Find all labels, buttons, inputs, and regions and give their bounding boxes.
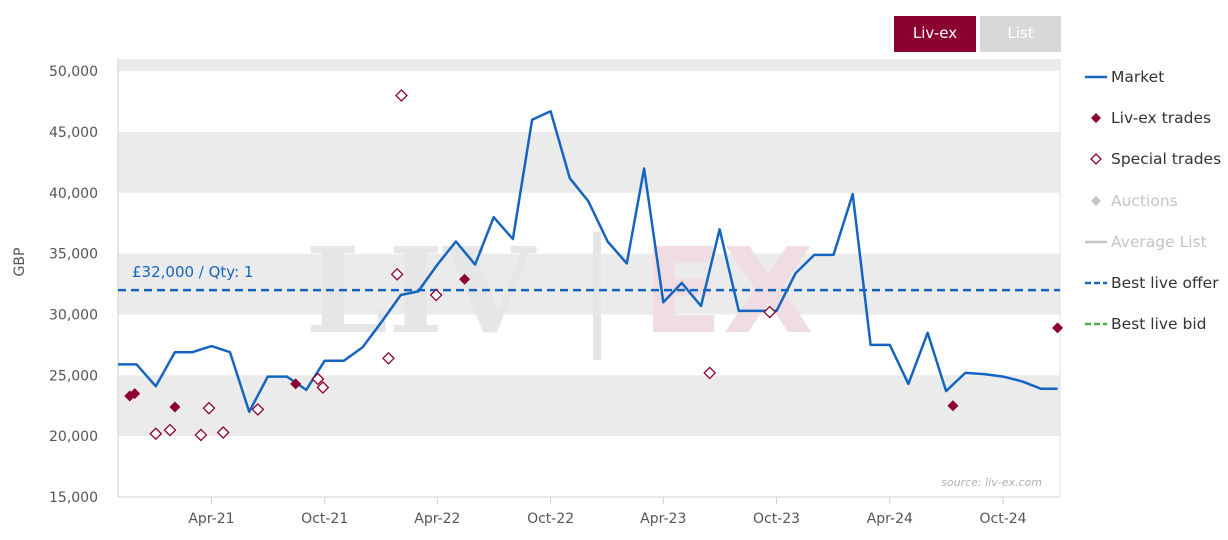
legend-symbol-icon <box>1084 316 1108 332</box>
liv-ex-trade-marker <box>129 388 141 400</box>
legend-symbol-icon <box>1084 110 1108 126</box>
liv-ex-trade-marker <box>290 378 302 390</box>
special-trade-marker <box>429 288 443 302</box>
special-trade-marker <box>202 401 216 415</box>
special-trade-marker <box>316 381 330 394</box>
liv-ex-toggle-button[interactable]: Liv-ex <box>894 16 976 52</box>
source-label: source: liv-ex.com <box>941 476 1042 489</box>
special-trade-marker <box>311 372 325 386</box>
market-series <box>118 110 1058 414</box>
liv-ex-trades-series <box>124 273 1064 413</box>
y-tick-label: 20,000 <box>49 429 98 445</box>
plot-band <box>118 59 1060 72</box>
legend-label: Best live bid <box>1111 315 1207 334</box>
legend-symbol-icon <box>1084 151 1108 167</box>
special-trade-marker <box>216 426 230 439</box>
special-trade-marker <box>382 351 395 365</box>
chart-legend: Market Liv-ex trades Special trades Auction… <box>1084 56 1228 345</box>
watermark-divider <box>593 232 601 360</box>
special-trade-marker <box>163 423 177 437</box>
liv-ex-trade-marker <box>169 401 181 413</box>
y-tick-label: 15,000 <box>49 490 98 506</box>
special-trade-marker <box>251 402 265 416</box>
legend-label: Liv-ex trades <box>1111 108 1212 127</box>
plot-band <box>118 436 1060 497</box>
legend-symbol-icon <box>1084 275 1108 291</box>
y-tick-label: 35,000 <box>49 247 98 263</box>
plot-band <box>118 71 1060 132</box>
liv-ex-trade-marker <box>947 400 959 412</box>
legend-item-market[interactable]: Market <box>1084 56 1228 97</box>
list-toggle-button[interactable]: List <box>980 16 1061 52</box>
legend-label: Market <box>1111 67 1165 86</box>
x-tick-label: Oct-22 <box>527 511 574 527</box>
x-tick-labels: Apr-21 Oct-21 Apr-22 Oct-22 Apr-23 Oct-23 Apr-… <box>188 497 1027 527</box>
y-tick-label: 25,000 <box>49 368 98 384</box>
plot-band <box>118 253 1060 315</box>
liv-ex-trade-marker <box>459 273 471 285</box>
liv-ex-trade-marker <box>1052 322 1064 334</box>
legend-item-liv-ex-trades[interactable]: Liv-ex trades <box>1084 97 1228 138</box>
special-trade-marker <box>395 89 408 102</box>
legend-open-diamond-icon <box>1090 153 1102 166</box>
best-live-offer-label: £32,000 / Qty: 1 <box>132 263 253 281</box>
x-tick-label: Apr-22 <box>414 511 460 527</box>
plot-band <box>118 375 1060 437</box>
special-trade-marker <box>390 267 404 281</box>
y-tick-label: 30,000 <box>49 308 98 324</box>
legend-item-best-live-offer[interactable]: Best live offer <box>1084 262 1228 303</box>
legend-item-auctions[interactable]: Auctions <box>1084 180 1228 221</box>
legend-symbol-icon <box>1084 234 1108 250</box>
y-tick-labels: 15,000 20,000 25,000 30,000 35,000 40,000 45,0… <box>49 64 98 506</box>
special-trade-marker <box>703 366 717 380</box>
legend-item-special-trades[interactable]: Special trades <box>1084 139 1228 180</box>
plot-band <box>118 314 1060 376</box>
y-tick-label: 50,000 <box>49 64 98 80</box>
special-trades-series <box>149 89 777 442</box>
legend-label: Best live offer <box>1111 274 1219 293</box>
y-tick-label: 45,000 <box>49 125 98 141</box>
legend-diamond-icon <box>1091 195 1101 206</box>
x-tick-label: Apr-21 <box>188 511 234 527</box>
legend-label: Auctions <box>1111 191 1178 210</box>
legend-symbol-icon <box>1084 193 1108 209</box>
legend-label: Special trades <box>1111 150 1222 169</box>
y-axis-label: GBP <box>12 248 28 277</box>
axes <box>117 59 1061 498</box>
legend-label: Average List <box>1111 232 1207 251</box>
y-tick-label: 40,000 <box>49 186 98 202</box>
x-tick-label: Oct-21 <box>301 511 348 527</box>
special-trade-marker <box>194 428 208 442</box>
x-tick-label: Oct-24 <box>980 511 1027 527</box>
plot-band <box>118 132 1060 193</box>
plot-bands <box>118 59 1060 497</box>
legend-symbol-icon <box>1084 69 1108 85</box>
x-tick-label: Apr-23 <box>640 511 686 527</box>
x-tick-label: Oct-23 <box>753 511 800 527</box>
legend-item-average-list[interactable]: Average List <box>1084 221 1228 262</box>
special-trade-marker <box>763 305 777 319</box>
special-trade-marker <box>149 427 163 441</box>
legend-item-best-live-bid[interactable]: Best live bid <box>1084 304 1228 345</box>
x-tick-label: Apr-24 <box>867 511 913 527</box>
market-line <box>118 110 1058 414</box>
legend-diamond-icon <box>1091 112 1101 123</box>
